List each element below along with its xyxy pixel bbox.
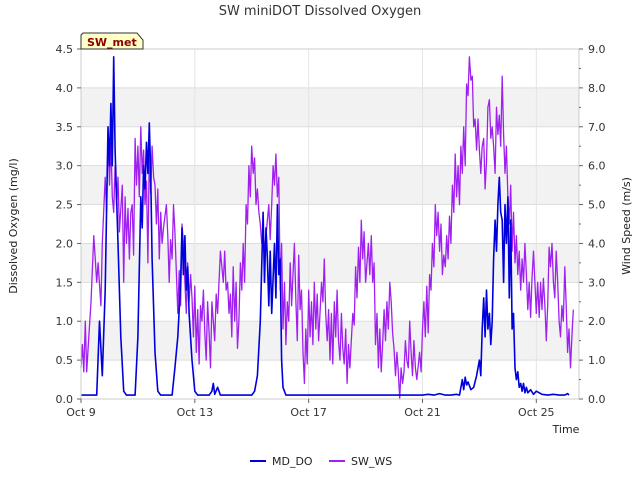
series-line-md-do [81, 55, 570, 396]
y-right-tick-label: 2.0 [588, 315, 606, 328]
y-right-tick-label: 3.0 [588, 276, 606, 289]
y-left-tick-label: 1.0 [56, 315, 74, 328]
x-tick-label: Oct 13 [177, 406, 214, 419]
y-left-tick-label: 3.5 [56, 121, 74, 134]
y-right-tick-label: 6.0 [588, 160, 606, 173]
y-right-tick-label: 4.0 [588, 237, 606, 250]
x-axis-title: Time [552, 423, 580, 436]
y-right-tick-label: 8.0 [588, 82, 606, 95]
y-right-tick-label: 7.0 [588, 121, 606, 134]
y-right-tick-label: 9.0 [588, 43, 606, 56]
y-left-tick-label: 4.5 [56, 43, 74, 56]
y-left-tick-label: 0.5 [56, 354, 74, 367]
axes: 0.0 0.5 1.0 1.5 2.0 2.5 3.0 3.5 4.0 4.5 Oct 9 Oct 1… [56, 43, 606, 419]
y-left-tick-label: 2.5 [56, 199, 74, 212]
x-tick-label: Oct 25 [518, 406, 555, 419]
chart-title: SW miniDOT Dissolved Oxygen [219, 4, 422, 19]
x-tick-label: Oct 17 [290, 406, 327, 419]
y-axis-left-title: Dissolved Oxygen (mg/l) [7, 158, 20, 293]
y-right-tick-label: 0.0 [588, 393, 606, 406]
series-line-sw-ws [80, 56, 574, 400]
y-axis-right-title: Wind Speed (m/s) [620, 177, 633, 275]
y-left-tick-label: 4.0 [56, 82, 74, 95]
band-5 [81, 165, 579, 205]
y-right-tick-label: 5.0 [588, 199, 606, 212]
y-left-tick-label: 3.0 [56, 160, 74, 173]
site-label: SW_met [87, 36, 137, 49]
legend-label-sw-ws: SW_WS [351, 455, 392, 468]
y-right-tick-label: 1.0 [588, 354, 606, 367]
y-left-tick-label: 1.5 [56, 276, 74, 289]
site-badge: SW_met [80, 32, 144, 50]
y-left-tick-label: 0.0 [56, 393, 74, 406]
legend: MD_DO SW_WS [250, 455, 392, 468]
band-7 [81, 87, 579, 127]
series-layer [80, 55, 574, 400]
y-left-tick-label: 2.0 [56, 237, 74, 250]
site-badge-shape [80, 32, 144, 50]
legend-label-md-do: MD_DO [272, 455, 313, 468]
x-tick-label: Oct 21 [404, 406, 441, 419]
x-tick-label: Oct 9 [66, 406, 96, 419]
